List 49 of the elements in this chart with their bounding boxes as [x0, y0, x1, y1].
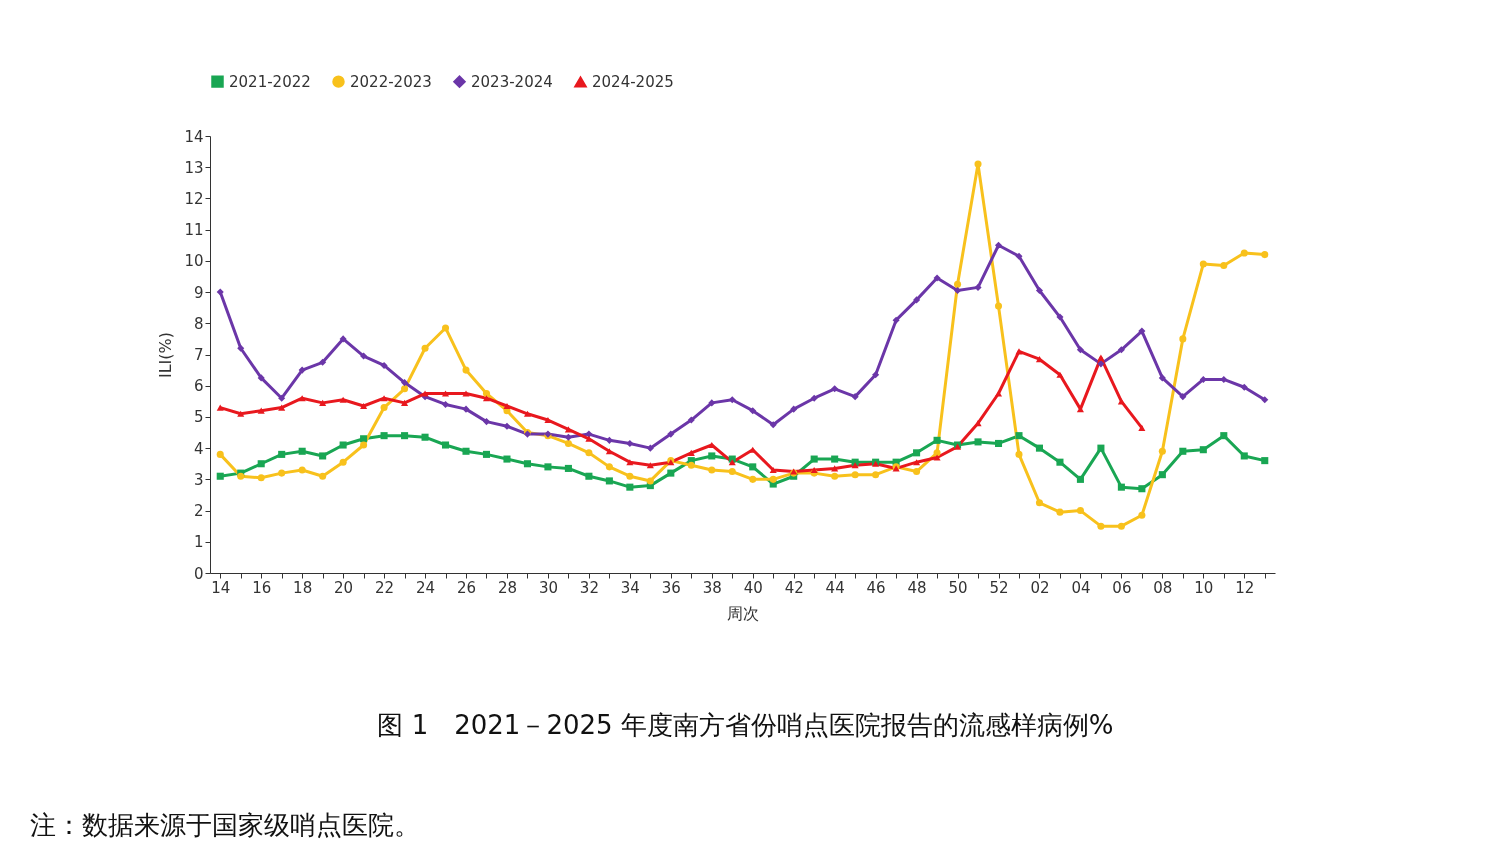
- x-tick-label: 50: [948, 578, 968, 597]
- x-tick-label: 18: [293, 578, 313, 597]
- x-tick-label: 42: [784, 578, 804, 597]
- x-tick-label: 26: [456, 578, 477, 597]
- x-tick-label: 32: [579, 578, 599, 597]
- y-tick-label: 3: [193, 470, 204, 489]
- legend-label: 2021-2022: [229, 72, 311, 91]
- x-tick-label: 46: [866, 578, 886, 597]
- y-tick-label: 12: [184, 189, 204, 208]
- y-tick-label: 7: [193, 346, 204, 364]
- y-tick-label: 2: [193, 502, 204, 521]
- x-tick-label: 04: [1071, 578, 1091, 597]
- x-tick-label: 40: [743, 578, 763, 597]
- text: 图 1 2021－2025 年度南方省份哨点医院报告的流感样病例%: [376, 709, 1115, 742]
- x-tick-label: 38: [702, 578, 722, 597]
- y-tick-label: 8: [193, 314, 204, 333]
- y-tick-label: 5: [193, 408, 204, 427]
- y-tick-label: 1: [193, 533, 204, 552]
- x-tick-label: 24: [416, 578, 436, 597]
- legend-label: 2022-2023: [350, 72, 432, 91]
- y-tick-label: 0: [193, 564, 204, 583]
- x-tick-label: 08: [1153, 578, 1173, 597]
- x-tick-label: 14: [211, 578, 231, 597]
- x-tick-label: 44: [825, 578, 845, 597]
- text: 注：数据来源于国家级哨点医院。: [30, 809, 420, 842]
- x-tick-label: 22: [375, 578, 395, 597]
- x-tick-label: 20: [334, 578, 354, 597]
- x-tick-label: 02: [1030, 578, 1050, 597]
- y-tick-label: 11: [184, 221, 204, 240]
- x-tick-label: 28: [497, 578, 518, 597]
- y-tick-label: 4: [193, 439, 204, 458]
- y-tick-label: 9: [193, 283, 204, 302]
- y-tick-label: 6: [193, 377, 204, 396]
- y-axis-title: ILI(%): [156, 331, 176, 379]
- x-tick-label: 06: [1112, 578, 1132, 597]
- x-tick-label: 34: [620, 578, 640, 597]
- x-tick-label: 10: [1194, 578, 1214, 597]
- y-tick-label: 14: [184, 127, 204, 146]
- y-tick-label: 10: [184, 252, 204, 271]
- x-tick-label: 16: [252, 578, 272, 597]
- x-tick-label: 36: [661, 578, 681, 597]
- x-tick-label: 12: [1235, 578, 1255, 597]
- x-tick-label: 30: [538, 578, 558, 597]
- x-axis-title: 周次: [727, 603, 759, 623]
- y-tick-label: 13: [184, 158, 204, 177]
- legend-label: 2024-2025: [592, 72, 674, 91]
- x-tick-label: 48: [907, 578, 927, 597]
- legend-label: 2023-2024: [471, 72, 553, 91]
- x-tick-label: 52: [989, 578, 1009, 597]
